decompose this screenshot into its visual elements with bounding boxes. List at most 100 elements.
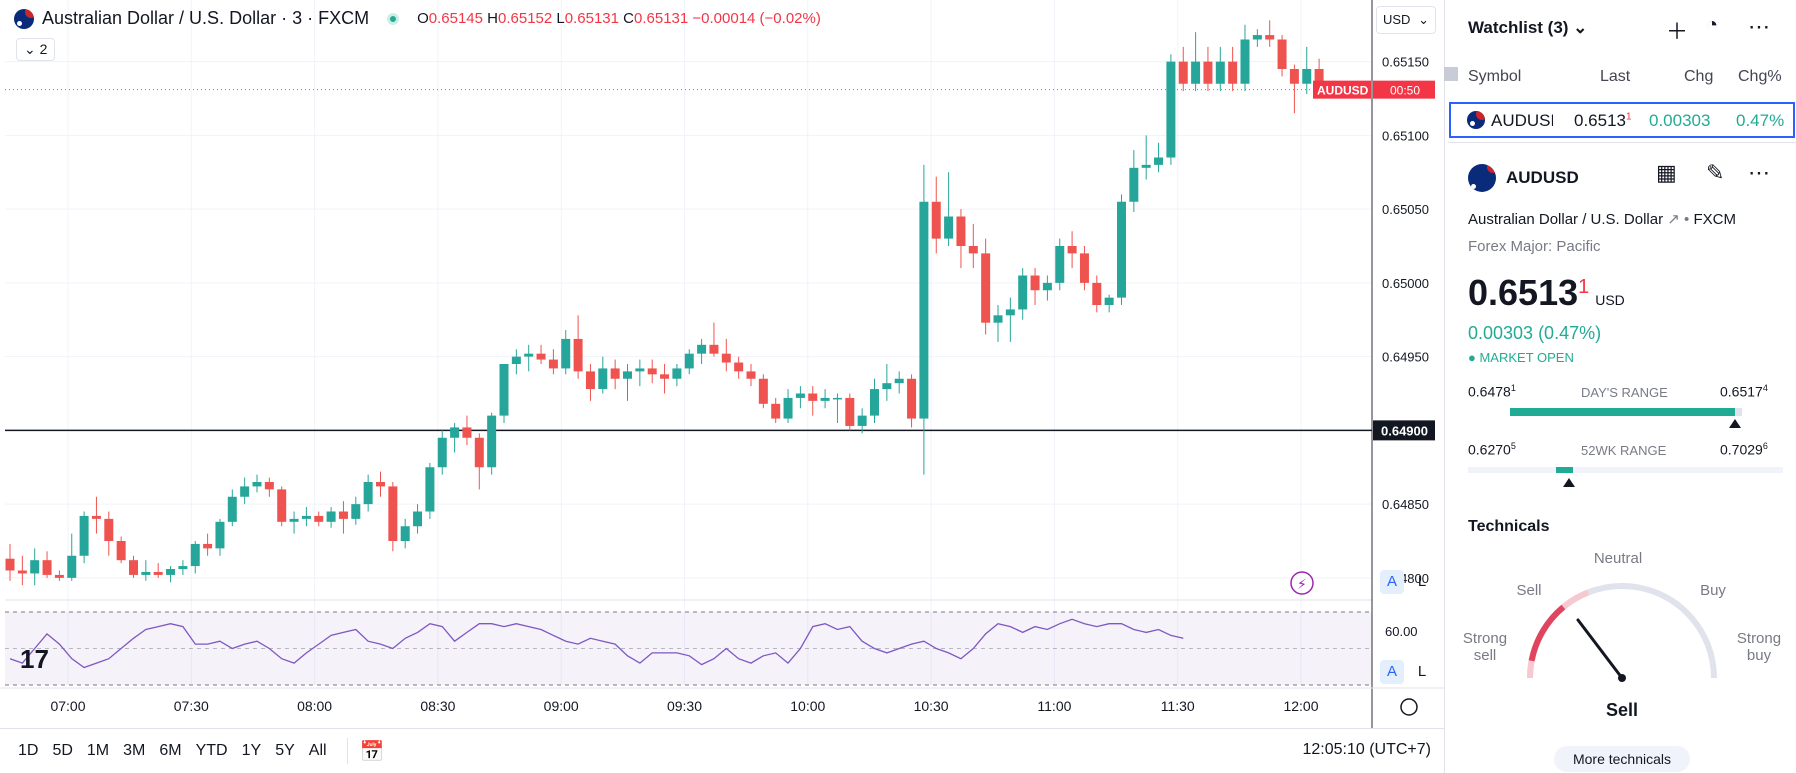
grid-view-icon[interactable]: ▦ (1656, 160, 1677, 185)
candle (413, 511, 423, 527)
more-technicals-button[interactable]: More technicals (1554, 746, 1690, 772)
candle (425, 467, 435, 512)
candle (1314, 69, 1324, 90)
candle (1129, 167, 1139, 202)
range-button-all[interactable]: All (308, 742, 327, 759)
range-button-1d[interactable]: 1D (18, 742, 39, 759)
edit-icon[interactable]: ✎ (1706, 160, 1725, 185)
time-axis-label: 09:30 (667, 698, 702, 714)
candle (252, 482, 262, 487)
gauge-hub (1618, 674, 1626, 682)
price-chart[interactable]: 0.65150 0.65100 0.65050 0.65000 0.64950 0.648… (0, 0, 1445, 728)
rsi-auto-scale-button[interactable]: A (1380, 660, 1404, 684)
candle (1117, 201, 1126, 298)
candle (623, 371, 632, 379)
calendar-goto-icon[interactable]: 📅 (359, 740, 385, 763)
chart-settings-icon (1400, 698, 1418, 716)
lightning-glyph: ⚡ (1297, 577, 1307, 593)
candle (746, 371, 756, 379)
candle (351, 504, 361, 519)
toolbar-divider (346, 738, 348, 764)
candle (1067, 246, 1077, 254)
advanced-view-icon[interactable]: ◔ (1706, 14, 1719, 36)
candle (1203, 61, 1213, 84)
candle (894, 378, 904, 384)
auto-scale-button[interactable]: A (1380, 570, 1404, 594)
symbol-title[interactable]: Australian Dollar / U.S. Dollar · 3 · FX… (42, 8, 370, 28)
indicators-toggle-button[interactable]: ⌄ 2 (16, 38, 56, 61)
candle (1289, 69, 1299, 84)
time-axis-label: 08:00 (297, 698, 332, 714)
market-status: ● MARKET OPEN (1468, 350, 1574, 365)
candle (1265, 35, 1275, 40)
time-axis-label: 08:30 (420, 698, 455, 714)
candle (832, 397, 842, 400)
range-button-1y[interactable]: 1Y (241, 742, 262, 759)
rsi-log-scale-button[interactable]: L (1417, 663, 1427, 680)
more-options-icon[interactable]: ⋯ (1748, 160, 1770, 185)
candle (474, 437, 484, 468)
candle (919, 201, 929, 419)
candle (845, 397, 855, 426)
watchlist-panel: Watchlist (3) ⌄ ＋ ◔ ⋯ Symbol Last Chg Ch… (1444, 0, 1796, 773)
candle (1079, 253, 1089, 283)
add-symbol-icon[interactable]: ＋ (1666, 19, 1689, 44)
range-button-1m[interactable]: 1M (86, 742, 110, 759)
candle (524, 353, 534, 357)
external-link-icon[interactable]: ↗ (1667, 211, 1680, 228)
countdown-tag (1373, 80, 1435, 99)
range-button-5y[interactable]: 5Y (275, 742, 295, 759)
col-chg-pct[interactable]: Chg% (1738, 68, 1782, 85)
log-scale-button[interactable]: L (1417, 573, 1427, 590)
price-axis-label: 0.65150 (1382, 55, 1429, 70)
candle (141, 571, 151, 575)
candle (215, 521, 225, 549)
candle (1092, 282, 1102, 305)
candle (598, 368, 608, 390)
candle (499, 364, 509, 416)
candle (227, 496, 237, 522)
candle (1030, 275, 1040, 291)
candle (907, 378, 917, 419)
wk-range-marker-icon (1562, 478, 1575, 487)
tech-sell-label: Sell (1516, 582, 1542, 599)
symbol-tag (1313, 80, 1371, 99)
change-value: −0.00014 (−0.02%) (692, 10, 821, 27)
watchlist-title[interactable]: Watchlist (3) ⌄ (1468, 18, 1588, 37)
candle (1277, 39, 1287, 69)
lightning-icon (1290, 571, 1314, 595)
range-buttons: 1D 5D 1M 3M 6M YTD 1Y 5Y All (18, 742, 341, 760)
candle (968, 246, 978, 254)
candle (178, 566, 188, 570)
wk-range-low: 0.62705 (1468, 441, 1516, 458)
technicals-title[interactable]: Technicals (1468, 518, 1550, 535)
price-axis-label: 0.65100 (1382, 128, 1429, 143)
candle (104, 518, 114, 541)
symbol-category[interactable]: Forex Major: Pacific (1468, 238, 1601, 255)
candle (944, 216, 954, 239)
currency-select[interactable]: USD ⌄ (1376, 6, 1436, 34)
range-button-5d[interactable]: 5D (52, 742, 73, 759)
candle (1104, 297, 1114, 305)
more-options-icon[interactable]: ⋯ (1748, 14, 1770, 39)
range-button-6m[interactable]: 6M (159, 742, 182, 759)
chart-area[interactable]: 0.65150 0.65100 0.65050 0.65000 0.64950 0.648… (0, 0, 1445, 773)
select-all-checkbox[interactable] (1444, 67, 1458, 81)
ohlc-values: O0.65145 H0.65152 L0.65131 C0.65131 −0.0… (417, 10, 821, 27)
col-symbol[interactable]: Symbol (1468, 68, 1522, 85)
technicals-gauge (1527, 583, 1717, 682)
candle (709, 344, 719, 354)
candle (450, 427, 460, 438)
watchlist-row-audusd[interactable]: AUDUSD 0.65131 0.00303 0.47% (1449, 102, 1795, 138)
candle (240, 486, 250, 497)
candle (314, 515, 324, 522)
clock[interactable]: 12:05:10 (UTC+7) (1302, 741, 1431, 758)
candle (437, 437, 447, 468)
range-button-3m[interactable]: 3M (123, 742, 146, 759)
tech-strong-buy-label: Strong buy (1736, 630, 1782, 664)
range-button-ytd[interactable]: YTD (195, 742, 228, 759)
col-last[interactable]: Last (1600, 68, 1631, 85)
col-chg[interactable]: Chg (1684, 68, 1714, 85)
candle (67, 555, 77, 578)
symbol-fullname: Australian Dollar / U.S. Dollar ↗ • FXCM (1468, 211, 1736, 228)
